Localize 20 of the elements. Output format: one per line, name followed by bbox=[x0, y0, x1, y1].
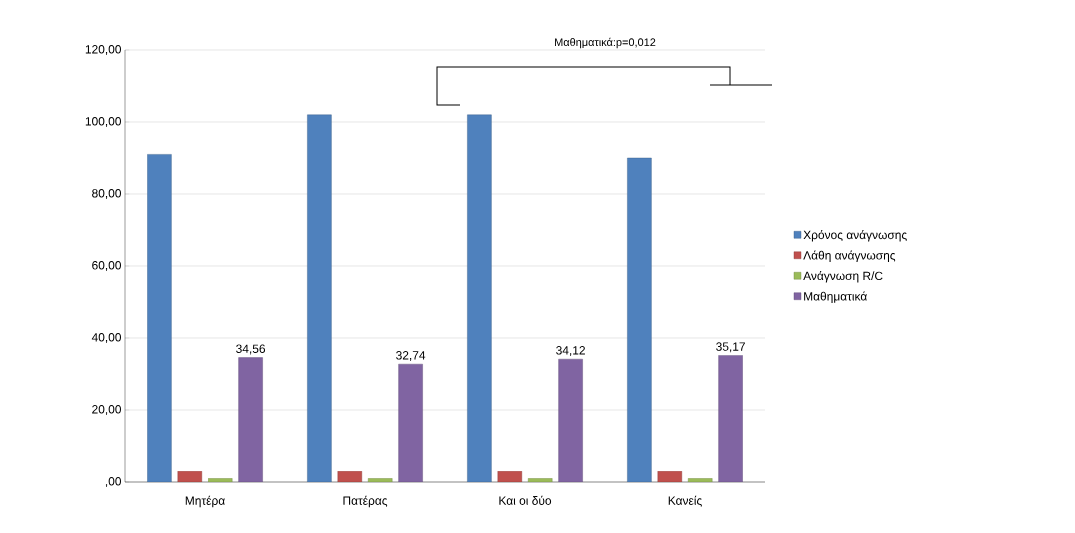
data-label: 34,56 bbox=[236, 344, 266, 355]
y-tick-label: 40,00 bbox=[91, 333, 122, 343]
y-tick-label: 80,00 bbox=[92, 189, 122, 199]
data-label: 32,74 bbox=[396, 351, 426, 361]
y-tick-label: 100,00 bbox=[85, 117, 122, 127]
x-tick-label: Και οι δύο bbox=[499, 495, 552, 505]
legend-label: Λάθη ανάγνωσης bbox=[803, 250, 896, 262]
text: Μαθηματικά:p=0,012 bbox=[555, 37, 656, 49]
legend-label: Χρόνος ανάγνωσης bbox=[803, 230, 907, 242]
y-tick-label: 60,00 bbox=[92, 261, 122, 271]
x-tick-label: Πατέρας bbox=[343, 495, 388, 508]
y-tick-label: 20,00 bbox=[92, 405, 122, 415]
y-tick-label: ,00 bbox=[105, 477, 122, 487]
data-label: 34,12 bbox=[556, 346, 585, 356]
y-tick-label: 120,00 bbox=[85, 45, 122, 55]
legend-label: Μαθηματικά bbox=[804, 291, 867, 303]
data-label: 35,17 bbox=[716, 342, 745, 353]
x-tick-label: Κανείς bbox=[668, 495, 702, 507]
legend-label: Ανάγνωση R/C bbox=[803, 271, 883, 283]
x-tick-label: Μητέρα bbox=[185, 495, 225, 508]
